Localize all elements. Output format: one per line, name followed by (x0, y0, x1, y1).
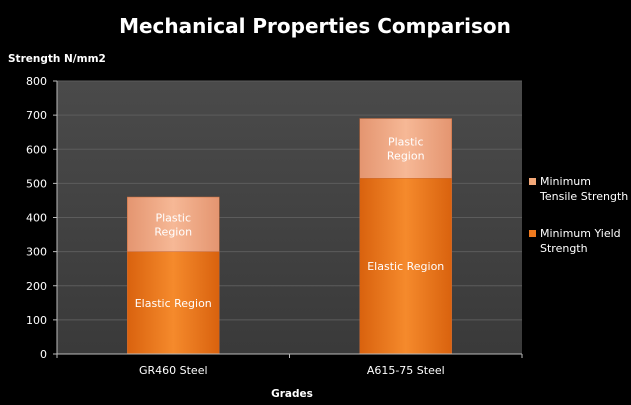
axes: 0 100 200 300 400 500 600 700 800 GR460 Steel A615… (26, 75, 523, 377)
segment-label: Elastic Region (135, 297, 212, 310)
x-category-label: GR460 Steel (139, 364, 208, 377)
y-tick-label: 200 (26, 280, 47, 293)
legend: Minimum Tensile Strength Minimum Yield Stre… (529, 175, 628, 255)
bar-segment (359, 118, 452, 179)
y-tick-label: 800 (26, 75, 47, 88)
y-tick-label: 400 (26, 212, 47, 225)
bar-segment (127, 196, 220, 252)
segment-label: Plastic Region (154, 211, 192, 238)
y-tick-label: 300 (26, 246, 47, 259)
legend-swatch (529, 230, 536, 237)
y-tick-label: 0 (40, 348, 47, 361)
legend-label: Minimum Yield Strength (540, 227, 621, 255)
bar-segment (359, 178, 452, 355)
segment-label: Elastic Region (367, 260, 444, 273)
y-tick-label: 700 (26, 109, 47, 122)
y-tick-label: 100 (26, 314, 47, 327)
segment-label: Plastic Region (387, 135, 425, 162)
x-category-label: A615-75 Steel (367, 364, 445, 377)
y-axis-label: Strength N/mm2 (8, 53, 106, 65)
legend-swatch (529, 178, 536, 185)
y-tick-label: 600 (26, 143, 47, 156)
legend-label: Minimum Tensile Strength (539, 175, 628, 203)
bar-segment (127, 251, 220, 355)
x-axis-label: Grades (271, 388, 313, 400)
chart-title: Mechanical Properties Comparison (119, 14, 511, 38)
bars: Elastic Region Plastic Region Elastic Regio… (127, 118, 452, 355)
y-tick-label: 500 (26, 177, 47, 190)
